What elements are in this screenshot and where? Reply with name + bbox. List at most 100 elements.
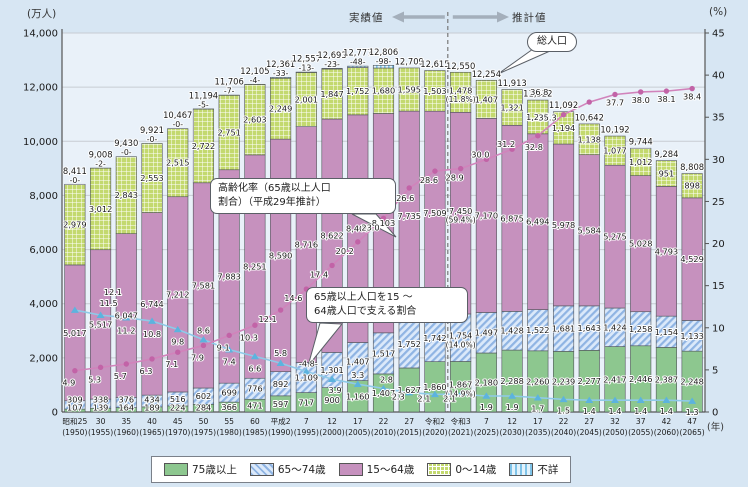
svg-text:10,192: 10,192 <box>600 125 629 135</box>
bar-1980 <box>218 94 240 413</box>
svg-text:12,361: 12,361 <box>266 59 295 69</box>
svg-text:5.7: 5.7 <box>114 371 127 381</box>
svg-text:7,581: 7,581 <box>192 280 215 290</box>
bar-1950 <box>64 183 86 413</box>
bar-2020 <box>424 70 446 413</box>
svg-text:2,722: 2,722 <box>192 141 215 151</box>
legend: 75歳以上 65～74歳 15～64歳 0～14歳 不詳 <box>151 456 572 483</box>
svg-text:2,000: 2,000 <box>29 353 58 364</box>
svg-text:2,603: 2,603 <box>243 115 266 125</box>
svg-text:366: 366 <box>221 402 237 412</box>
svg-text:2.3: 2.3 <box>392 392 405 402</box>
svg-text:0: 0 <box>712 408 718 419</box>
svg-text:1,424: 1,424 <box>603 322 626 332</box>
svg-text:平成2: 平成2 <box>271 416 291 426</box>
legend-item-0to14: 0～14歳 <box>427 462 496 477</box>
svg-text:9.1: 9.1 <box>217 342 230 352</box>
bar-value-labels: 1073095,0172,9798,411-0-1393385,5173,012… <box>62 46 705 414</box>
svg-text:10,642: 10,642 <box>575 112 604 122</box>
svg-text:28.6: 28.6 <box>420 175 438 185</box>
svg-text:11,706: 11,706 <box>215 77 244 87</box>
svg-text:1.7: 1.7 <box>531 404 544 414</box>
svg-text:-5-: -5- <box>198 100 209 109</box>
svg-text:5,517: 5,517 <box>89 319 112 329</box>
svg-text:8,590: 8,590 <box>269 250 292 260</box>
svg-text:(2015): (2015) <box>397 428 422 437</box>
svg-text:224: 224 <box>170 403 186 413</box>
svg-text:0: 0 <box>52 408 58 419</box>
svg-text:1,627: 1,627 <box>397 385 420 395</box>
svg-text:602: 602 <box>196 391 212 401</box>
legend-swatch-0to14-icon <box>427 463 452 476</box>
svg-text:2,446: 2,446 <box>629 374 652 384</box>
svg-text:8,000: 8,000 <box>29 191 58 202</box>
svg-text:35: 35 <box>121 417 131 426</box>
svg-text:5,275: 5,275 <box>603 232 626 242</box>
svg-text:-0-: -0- <box>147 135 158 144</box>
svg-text:1,503: 1,503 <box>423 86 446 96</box>
left-axis-unit: (万人) <box>27 8 57 20</box>
svg-text:令和3: 令和3 <box>451 416 471 426</box>
svg-text:-23-: -23- <box>324 60 340 69</box>
svg-text:5: 5 <box>712 365 718 376</box>
svg-text:1,860: 1,860 <box>423 382 446 392</box>
svg-text:4.9: 4.9 <box>62 378 75 388</box>
svg-text:7.9: 7.9 <box>191 352 204 362</box>
svg-text:-98-: -98- <box>376 57 392 66</box>
svg-text:1,595: 1,595 <box>397 85 420 95</box>
legend-label-65to74: 65～74歳 <box>277 464 326 476</box>
svg-text:6.6: 6.6 <box>248 363 261 373</box>
rate-labels: 4.9 5.3 5.76.37.17.99.110.312.114.617.420.… <box>61 86 702 418</box>
svg-text:(2045): (2045) <box>577 428 602 437</box>
svg-text:12,777: 12,777 <box>343 48 372 58</box>
bar-1970 <box>167 128 189 413</box>
svg-text:1,194: 1,194 <box>552 123 575 133</box>
bar-2005 <box>347 65 369 413</box>
svg-text:2,515: 2,515 <box>166 158 189 168</box>
svg-text:12,550: 12,550 <box>446 61 475 71</box>
legend-label-15to64: 15～64歳 <box>366 464 415 476</box>
svg-text:1,752: 1,752 <box>397 339 420 349</box>
svg-text:-2-: -2- <box>95 160 106 169</box>
svg-text:-13-: -13- <box>299 64 315 73</box>
svg-text:7.1: 7.1 <box>165 359 178 369</box>
svg-text:2,180: 2,180 <box>475 377 498 387</box>
svg-text:12,615: 12,615 <box>420 59 449 69</box>
svg-text:36.8: 36.8 <box>530 87 548 97</box>
svg-text:2.8: 2.8 <box>380 374 393 384</box>
svg-text:597: 597 <box>273 399 289 409</box>
svg-text:1,407: 1,407 <box>475 94 498 104</box>
svg-text:1,478(11.8%): 1,478 (11.8%) <box>446 85 476 104</box>
svg-text:2,751: 2,751 <box>217 128 240 138</box>
svg-text:10.8: 10.8 <box>143 329 161 339</box>
svg-text:-0-: -0- <box>70 176 81 185</box>
svg-text:10,000: 10,000 <box>23 137 58 148</box>
legend-item-15to64: 15～64歳 <box>338 462 415 477</box>
svg-text:1,160: 1,160 <box>346 391 369 401</box>
svg-text:898: 898 <box>684 181 700 191</box>
bar-2065 <box>681 173 703 413</box>
svg-text:12,254: 12,254 <box>472 69 501 79</box>
svg-text:6,494: 6,494 <box>526 217 549 227</box>
svg-text:10: 10 <box>712 323 725 334</box>
svg-text:1.3: 1.3 <box>686 407 699 417</box>
svg-text:8,103: 8,103 <box>372 218 395 228</box>
svg-text:35.3: 35.3 <box>538 113 556 123</box>
svg-text:(2005): (2005) <box>345 428 370 437</box>
svg-text:5.3: 5.3 <box>88 374 101 384</box>
svg-text:(1995): (1995) <box>294 428 319 437</box>
svg-text:1,301: 1,301 <box>320 365 343 375</box>
svg-text:14.6: 14.6 <box>284 293 302 303</box>
svg-text:28.9: 28.9 <box>446 173 464 183</box>
svg-text:(2035): (2035) <box>525 428 550 437</box>
svg-text:(2060): (2060) <box>654 428 679 437</box>
svg-text:11.2: 11.2 <box>117 326 135 336</box>
svg-text:32: 32 <box>610 417 620 426</box>
svg-text:60: 60 <box>250 417 260 426</box>
svg-text:50: 50 <box>199 417 209 426</box>
svg-text:12,806: 12,806 <box>369 47 398 57</box>
svg-text:17: 17 <box>533 417 543 426</box>
svg-text:-0-: -0- <box>172 120 183 129</box>
svg-text:-4.8-: -4.8- <box>299 359 318 369</box>
